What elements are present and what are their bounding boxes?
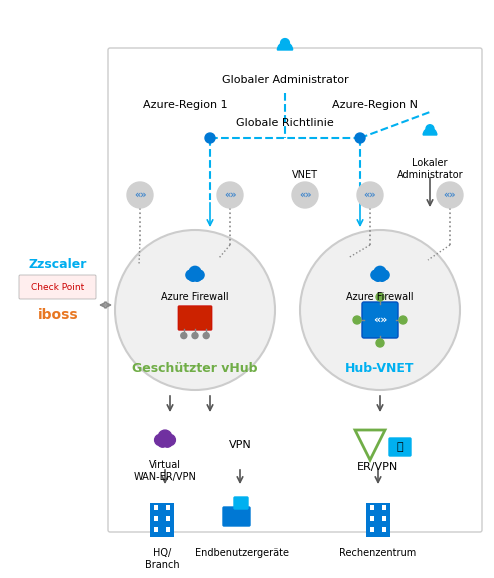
Circle shape — [181, 332, 187, 339]
Circle shape — [127, 182, 153, 208]
FancyBboxPatch shape — [154, 505, 159, 510]
Text: Azure-Region N: Azure-Region N — [332, 100, 418, 110]
FancyBboxPatch shape — [370, 505, 374, 510]
Text: ER/VPN: ER/VPN — [357, 462, 399, 472]
Circle shape — [292, 182, 318, 208]
Circle shape — [399, 316, 407, 324]
FancyBboxPatch shape — [150, 503, 174, 537]
Circle shape — [194, 270, 204, 280]
Circle shape — [186, 270, 196, 280]
Circle shape — [376, 293, 384, 301]
Circle shape — [192, 332, 198, 339]
Wedge shape — [423, 128, 437, 135]
FancyBboxPatch shape — [381, 516, 386, 521]
Text: «»: «» — [224, 190, 236, 200]
Circle shape — [353, 316, 361, 324]
Text: Globaler Administrator: Globaler Administrator — [222, 75, 348, 85]
Text: Azure-Region 1: Azure-Region 1 — [143, 100, 227, 110]
FancyBboxPatch shape — [154, 516, 159, 521]
FancyBboxPatch shape — [370, 516, 374, 521]
FancyBboxPatch shape — [154, 527, 159, 532]
Circle shape — [164, 435, 175, 446]
Circle shape — [189, 273, 197, 281]
Circle shape — [374, 266, 386, 278]
Text: VNET: VNET — [292, 170, 318, 180]
FancyBboxPatch shape — [108, 48, 482, 532]
Text: iboss: iboss — [38, 308, 79, 322]
Text: «»: «» — [444, 190, 456, 200]
FancyBboxPatch shape — [19, 275, 96, 299]
Circle shape — [281, 39, 289, 47]
FancyBboxPatch shape — [234, 497, 248, 509]
FancyBboxPatch shape — [381, 527, 386, 532]
FancyBboxPatch shape — [362, 302, 398, 338]
Circle shape — [158, 438, 167, 447]
Text: «»: «» — [134, 190, 146, 200]
Circle shape — [378, 273, 386, 281]
Text: Lokaler
Administrator: Lokaler Administrator — [397, 158, 463, 180]
FancyBboxPatch shape — [178, 306, 212, 330]
Circle shape — [300, 230, 460, 390]
Circle shape — [379, 270, 389, 280]
Circle shape — [193, 273, 201, 281]
FancyBboxPatch shape — [165, 527, 170, 532]
Text: «»: «» — [373, 315, 387, 325]
FancyBboxPatch shape — [366, 503, 390, 537]
Text: HQ/
Branch: HQ/ Branch — [145, 548, 179, 569]
FancyBboxPatch shape — [165, 516, 170, 521]
Text: Check Point: Check Point — [32, 283, 84, 291]
Circle shape — [217, 182, 243, 208]
Text: VPN: VPN — [229, 440, 251, 450]
Wedge shape — [278, 42, 292, 50]
Circle shape — [376, 339, 384, 347]
Circle shape — [115, 230, 275, 390]
Text: «»: «» — [364, 190, 376, 200]
FancyBboxPatch shape — [370, 527, 374, 532]
Text: Globale Richtlinie: Globale Richtlinie — [236, 118, 334, 128]
Circle shape — [163, 438, 172, 447]
Text: «»: «» — [299, 190, 311, 200]
Text: Geschützter vHub: Geschützter vHub — [132, 361, 258, 375]
Circle shape — [437, 182, 463, 208]
Text: Hub-VNET: Hub-VNET — [345, 361, 415, 375]
Text: Azure Firewall: Azure Firewall — [346, 292, 414, 302]
Circle shape — [357, 182, 383, 208]
Text: Virtual
WAN-ER/VPN: Virtual WAN-ER/VPN — [133, 460, 197, 481]
Circle shape — [158, 430, 172, 443]
FancyBboxPatch shape — [165, 505, 170, 510]
FancyBboxPatch shape — [223, 507, 250, 526]
Text: 🔒: 🔒 — [397, 442, 403, 452]
FancyBboxPatch shape — [389, 438, 411, 456]
Text: Endbenutzergeräte: Endbenutzergeräte — [195, 548, 289, 558]
Circle shape — [426, 125, 434, 133]
Circle shape — [203, 332, 209, 339]
Text: Azure Firewall: Azure Firewall — [161, 292, 229, 302]
Circle shape — [355, 133, 365, 143]
Text: Zzscaler: Zzscaler — [29, 258, 87, 272]
Circle shape — [189, 266, 201, 278]
Circle shape — [371, 270, 381, 280]
FancyBboxPatch shape — [381, 505, 386, 510]
Circle shape — [205, 133, 215, 143]
Circle shape — [155, 435, 166, 446]
Text: Rechenzentrum: Rechenzentrum — [339, 548, 416, 558]
Circle shape — [373, 273, 382, 281]
